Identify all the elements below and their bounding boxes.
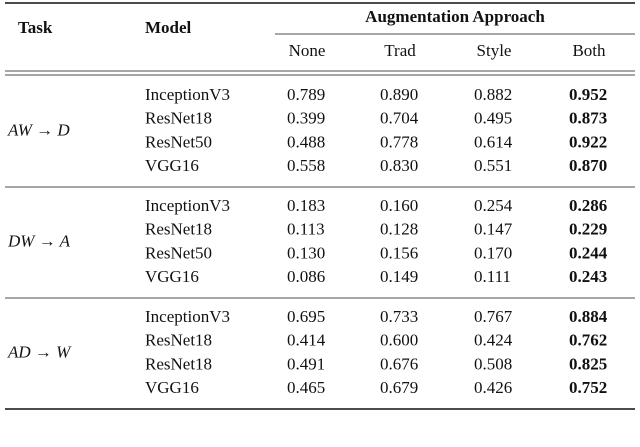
model-name: VGG16 [145,156,199,175]
value: 0.170 [474,243,512,262]
value: 0.488 [287,132,325,151]
task-label: AW → D [7,120,70,139]
column-header: Style [477,41,512,60]
value: 0.495 [474,109,512,128]
value: 0.254 [474,196,513,215]
value: 0.778 [380,132,418,151]
model-name: ResNet50 [145,243,212,262]
value: 0.733 [380,307,418,326]
value: 0.399 [287,109,325,128]
column-header: Both [572,41,606,60]
best-value: 0.244 [569,243,608,262]
best-value: 0.952 [569,85,607,104]
column-header: None [289,41,326,60]
value: 0.767 [474,307,513,326]
model-name: ResNet18 [145,109,212,128]
value: 0.160 [380,196,418,215]
model-name: ResNet18 [145,354,212,373]
value: 0.614 [474,132,513,151]
best-value: 0.922 [569,132,607,151]
best-value: 0.825 [569,354,607,373]
value: 0.147 [474,220,513,239]
value: 0.890 [380,85,418,104]
model-name: ResNet18 [145,331,212,350]
best-value: 0.286 [569,196,607,215]
value: 0.830 [380,156,418,175]
value: 0.679 [380,378,418,397]
model-name: InceptionV3 [145,307,230,326]
best-value: 0.229 [569,220,607,239]
value: 0.414 [287,331,326,350]
model-name: ResNet18 [145,220,212,239]
value: 0.149 [380,267,418,286]
model-header: Model [145,18,192,37]
model-name: VGG16 [145,267,199,286]
value: 0.111 [474,267,511,286]
value: 0.600 [380,331,418,350]
value: 0.426 [474,378,512,397]
value: 0.676 [380,354,418,373]
value: 0.882 [474,85,512,104]
value: 0.086 [287,267,325,286]
value: 0.424 [474,331,513,350]
value: 0.508 [474,354,512,373]
best-value: 0.884 [569,307,608,326]
value: 0.491 [287,354,325,373]
model-name: InceptionV3 [145,85,230,104]
value: 0.704 [380,109,419,128]
best-value: 0.243 [569,267,607,286]
value: 0.156 [380,243,418,262]
group-header: Augmentation Approach [365,7,545,26]
value: 0.128 [380,220,418,239]
best-value: 0.873 [569,109,607,128]
column-header: Trad [384,41,416,60]
value: 0.465 [287,378,325,397]
best-value: 0.870 [569,156,607,175]
best-value: 0.762 [569,331,607,350]
task-label: DW → A [7,231,71,250]
value: 0.113 [287,220,325,239]
value: 0.130 [287,243,325,262]
model-name: ResNet50 [145,132,212,151]
task-header: Task [18,18,53,37]
model-name: InceptionV3 [145,196,230,215]
task-label: AD → W [7,342,72,361]
value: 0.789 [287,85,325,104]
best-value: 0.752 [569,378,607,397]
value: 0.695 [287,307,325,326]
value: 0.558 [287,156,325,175]
value: 0.551 [474,156,512,175]
value: 0.183 [287,196,325,215]
model-name: VGG16 [145,378,199,397]
